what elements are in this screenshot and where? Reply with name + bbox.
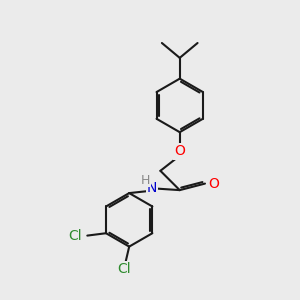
Text: O: O <box>208 177 219 190</box>
Text: O: O <box>174 145 185 158</box>
Text: Cl: Cl <box>117 262 131 277</box>
Text: N: N <box>147 181 157 195</box>
Text: H: H <box>141 174 150 187</box>
Text: Cl: Cl <box>69 229 82 243</box>
